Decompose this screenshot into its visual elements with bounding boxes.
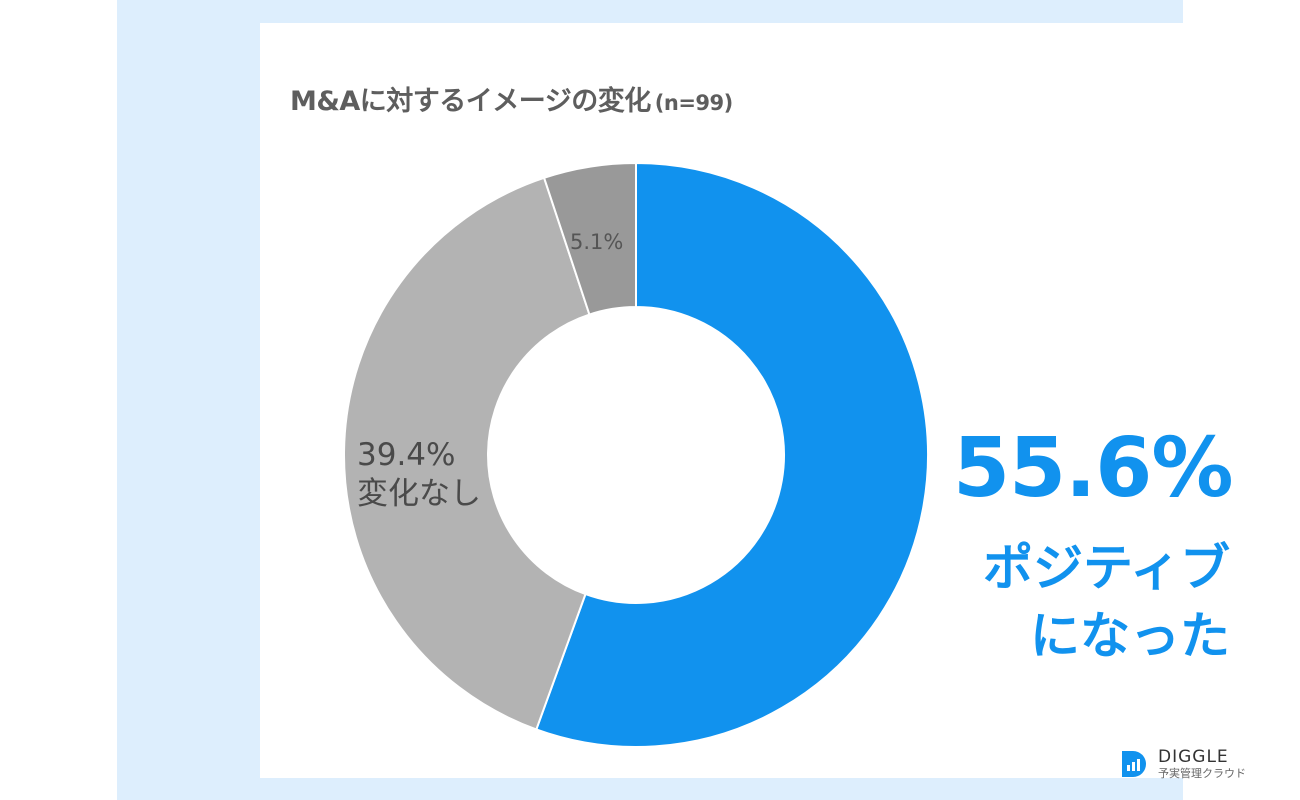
chart-title-text: M&Aに対するイメージの変化 [290,86,651,117]
positive-pct: 55.6% [953,421,1233,516]
other-pct-label: 5.1% [570,230,624,254]
nochange-pct: 39.4% [357,437,456,473]
sample-size: (n=99) [654,91,733,115]
positive-label: ポジティブ になった [950,535,1230,670]
positive-line2: になった [1030,606,1230,665]
chart-card: M&Aに対するイメージの変化 (n=99) 5.1% 39.4% 変化なし 55.… [260,23,1272,781]
chart-title: M&Aに対するイメージの変化 (n=99) [290,79,733,118]
nochange-text: 変化なし [357,475,481,512]
diggle-logo: DIGGLE 予実管理クラウド [1118,748,1246,781]
donut-slice-2 [542,161,637,316]
diggle-logo-icon [1122,751,1146,778]
donut-slice-0 [535,161,929,748]
outer-frame: M&Aに対するイメージの変化 (n=99) 5.1% 39.4% 変化なし 55.… [117,0,1272,800]
donut-slice-1 [343,176,591,731]
nochange-label: 39.4% 変化なし [357,436,481,514]
logo-sub: 予実管理クラウド [1158,766,1246,780]
donut-chart [343,161,929,748]
positive-line1: ポジティブ [983,539,1230,597]
logo-name: DIGGLE [1158,747,1229,767]
